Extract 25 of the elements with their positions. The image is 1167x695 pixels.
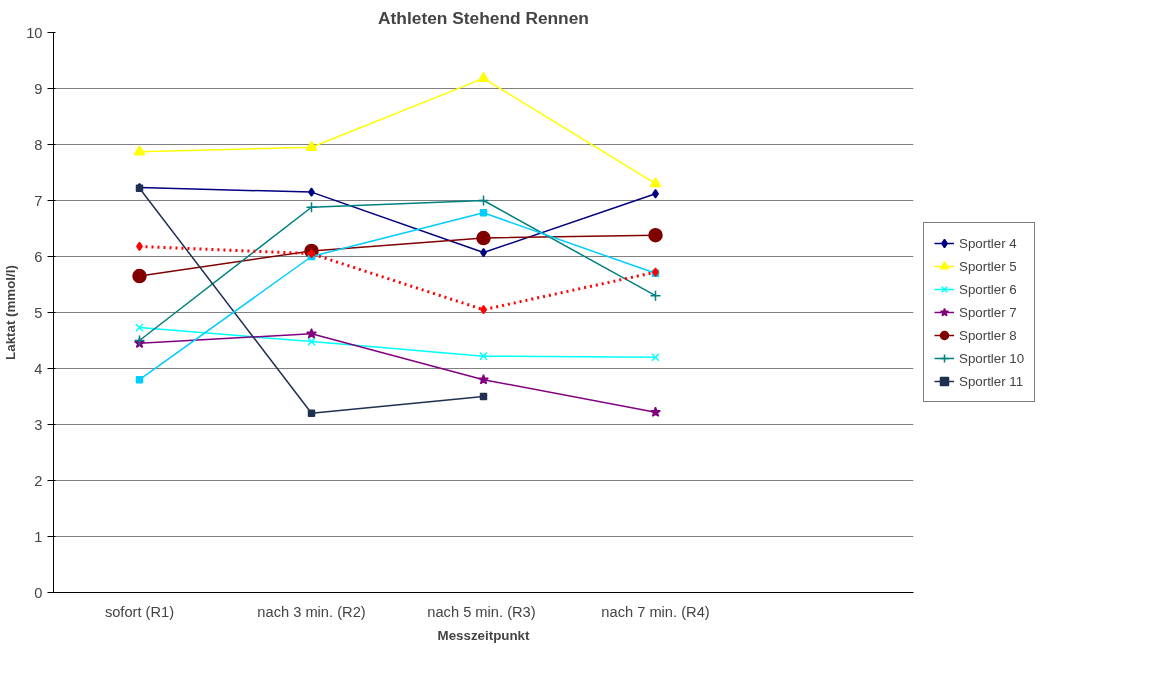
legend-label: Sportler 7 bbox=[959, 304, 1017, 320]
y-tick-label: 7 bbox=[34, 192, 43, 209]
x-tick-label: sofort (R1) bbox=[104, 603, 175, 620]
y-tick-label: 6 bbox=[34, 248, 43, 265]
chart-title: Athleten Stehend Rennen bbox=[378, 7, 589, 28]
y-tick-label: 5 bbox=[34, 304, 43, 321]
y-tick-label: 9 bbox=[34, 80, 43, 97]
y-tick-label: 2 bbox=[34, 472, 43, 489]
y-tick-label: 0 bbox=[34, 584, 43, 601]
y-axis-title: Laktat (mmol/l) bbox=[3, 265, 19, 360]
legend-label: Sportler 8 bbox=[959, 327, 1017, 343]
x-tick-label: nach 5 min. (R3) bbox=[427, 603, 536, 620]
legend-label: Sportler 5 bbox=[959, 258, 1017, 274]
y-tick-label: 3 bbox=[34, 416, 43, 433]
legend-label: Sportler 11 bbox=[959, 373, 1024, 389]
y-tick-label: 10 bbox=[26, 24, 43, 41]
x-axis-title: Messzeitpunkt bbox=[437, 627, 530, 643]
legend-label: Sportler 6 bbox=[959, 281, 1017, 297]
y-tick-label: 8 bbox=[34, 136, 43, 153]
x-tick-label: nach 3 min. (R2) bbox=[257, 603, 366, 620]
legend-label: Sportler 4 bbox=[959, 235, 1017, 251]
y-tick-label: 1 bbox=[34, 528, 43, 545]
y-tick-label: 4 bbox=[34, 360, 43, 377]
x-tick-label: nach 7 min. (R4) bbox=[601, 603, 710, 620]
legend-label: Sportler 10 bbox=[959, 350, 1025, 366]
